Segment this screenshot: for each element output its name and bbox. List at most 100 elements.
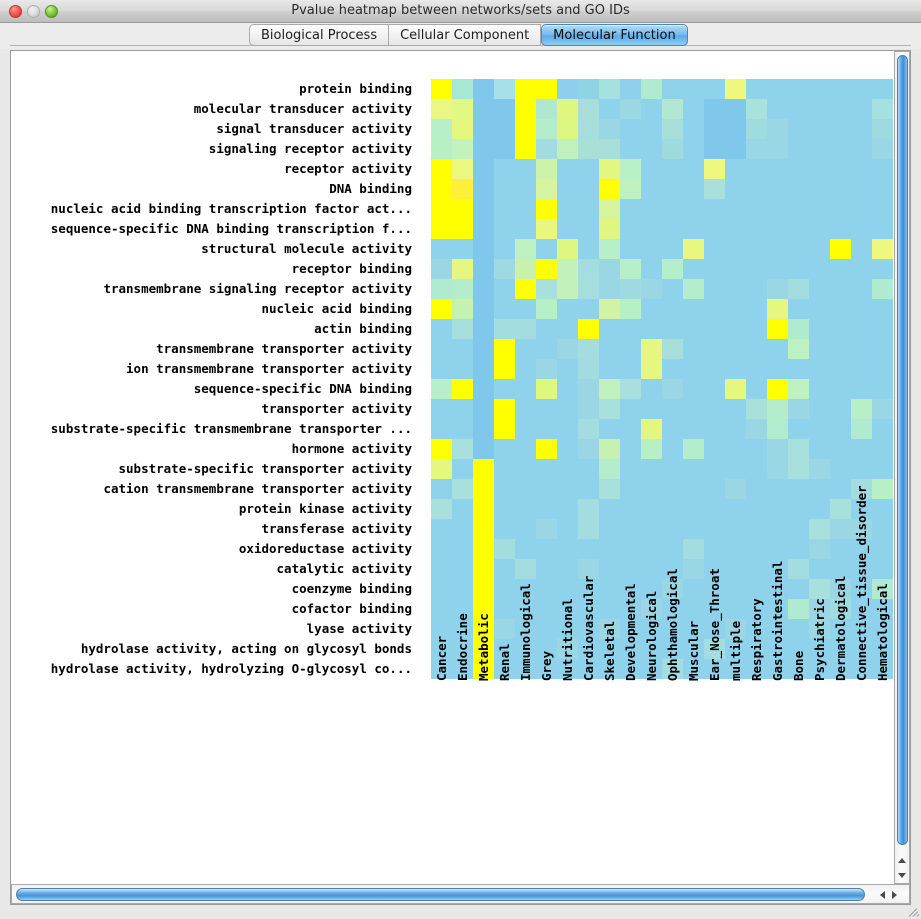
heatmap-cell[interactable] bbox=[830, 659, 851, 679]
heatmap-cell[interactable] bbox=[515, 639, 536, 659]
heatmap-cell[interactable] bbox=[641, 379, 662, 399]
heatmap-cell[interactable] bbox=[788, 119, 809, 139]
heatmap-cell[interactable] bbox=[872, 579, 893, 599]
heatmap-cell[interactable] bbox=[704, 539, 725, 559]
heatmap-cell[interactable] bbox=[515, 599, 536, 619]
heatmap-cell[interactable] bbox=[641, 199, 662, 219]
heatmap-cell[interactable] bbox=[830, 619, 851, 639]
heatmap-cell[interactable] bbox=[515, 299, 536, 319]
heatmap-cell[interactable] bbox=[851, 159, 872, 179]
heatmap-cell[interactable] bbox=[494, 159, 515, 179]
heatmap-cell[interactable] bbox=[704, 299, 725, 319]
heatmap-cell[interactable] bbox=[767, 599, 788, 619]
heatmap-cell[interactable] bbox=[452, 339, 473, 359]
heatmap-cell[interactable] bbox=[809, 359, 830, 379]
heatmap-cell[interactable] bbox=[494, 119, 515, 139]
heatmap-cell[interactable] bbox=[431, 99, 452, 119]
heatmap-cell[interactable] bbox=[578, 199, 599, 219]
heatmap-cell[interactable] bbox=[830, 459, 851, 479]
heatmap-cell[interactable] bbox=[851, 479, 872, 499]
heatmap-cell[interactable] bbox=[872, 239, 893, 259]
heatmap-cell[interactable] bbox=[557, 459, 578, 479]
heatmap-cell[interactable] bbox=[620, 99, 641, 119]
heatmap-cell[interactable] bbox=[641, 639, 662, 659]
heatmap-cell[interactable] bbox=[473, 259, 494, 279]
heatmap-cell[interactable] bbox=[683, 179, 704, 199]
heatmap-cell[interactable] bbox=[473, 139, 494, 159]
heatmap-cell[interactable] bbox=[788, 379, 809, 399]
heatmap-cell[interactable] bbox=[746, 319, 767, 339]
heatmap-cell[interactable] bbox=[662, 99, 683, 119]
heatmap-cell[interactable] bbox=[725, 339, 746, 359]
heatmap-cell[interactable] bbox=[599, 139, 620, 159]
heatmap-cell[interactable] bbox=[452, 419, 473, 439]
heatmap-cell[interactable] bbox=[872, 359, 893, 379]
heatmap-cell[interactable] bbox=[578, 439, 599, 459]
heatmap-cell[interactable] bbox=[620, 239, 641, 259]
heatmap-cell[interactable] bbox=[452, 659, 473, 679]
heatmap-cell[interactable] bbox=[746, 459, 767, 479]
heatmap-cell[interactable] bbox=[473, 219, 494, 239]
heatmap-cell[interactable] bbox=[536, 499, 557, 519]
heatmap-cell[interactable] bbox=[683, 99, 704, 119]
heatmap-cell[interactable] bbox=[725, 259, 746, 279]
heatmap-cell[interactable] bbox=[431, 79, 452, 99]
heatmap-cell[interactable] bbox=[599, 559, 620, 579]
heatmap-cell[interactable] bbox=[725, 619, 746, 639]
heatmap-cell[interactable] bbox=[746, 659, 767, 679]
vertical-scrollbar[interactable] bbox=[894, 51, 910, 884]
heatmap-cell[interactable] bbox=[788, 339, 809, 359]
heatmap-cell[interactable] bbox=[641, 419, 662, 439]
heatmap-cell[interactable] bbox=[830, 379, 851, 399]
heatmap-cell[interactable] bbox=[704, 639, 725, 659]
heatmap-cell[interactable] bbox=[746, 79, 767, 99]
heatmap-cell[interactable] bbox=[767, 159, 788, 179]
heatmap-cell[interactable] bbox=[788, 539, 809, 559]
heatmap-cell[interactable] bbox=[704, 499, 725, 519]
heatmap-cell[interactable] bbox=[452, 399, 473, 419]
heatmap-cell[interactable] bbox=[683, 119, 704, 139]
heatmap-cell[interactable] bbox=[704, 99, 725, 119]
heatmap-cell[interactable] bbox=[494, 459, 515, 479]
heatmap-cell[interactable] bbox=[494, 359, 515, 379]
heatmap-cell[interactable] bbox=[536, 259, 557, 279]
scroll-right-arrow[interactable] bbox=[891, 890, 897, 899]
heatmap-cell[interactable] bbox=[494, 219, 515, 239]
heatmap-cell[interactable] bbox=[641, 599, 662, 619]
heatmap-cell[interactable] bbox=[662, 579, 683, 599]
heatmap-cell[interactable] bbox=[746, 279, 767, 299]
heatmap-cell[interactable] bbox=[809, 519, 830, 539]
heatmap-cell[interactable] bbox=[536, 539, 557, 559]
heatmap-cell[interactable] bbox=[872, 79, 893, 99]
heatmap-cell[interactable] bbox=[683, 459, 704, 479]
heatmap-cell[interactable] bbox=[809, 79, 830, 99]
heatmap-cell[interactable] bbox=[809, 99, 830, 119]
heatmap-cell[interactable] bbox=[725, 579, 746, 599]
heatmap-cell[interactable] bbox=[620, 379, 641, 399]
heatmap-cell[interactable] bbox=[767, 359, 788, 379]
heatmap-cell[interactable] bbox=[578, 219, 599, 239]
heatmap-cell[interactable] bbox=[557, 299, 578, 319]
heatmap-cell[interactable] bbox=[515, 79, 536, 99]
heatmap-cell[interactable] bbox=[725, 219, 746, 239]
heatmap-cell[interactable] bbox=[599, 339, 620, 359]
heatmap-cell[interactable] bbox=[830, 439, 851, 459]
heatmap-cell[interactable] bbox=[431, 279, 452, 299]
heatmap-cell[interactable] bbox=[599, 279, 620, 299]
heatmap-cell[interactable] bbox=[641, 339, 662, 359]
heatmap-cell[interactable] bbox=[788, 239, 809, 259]
heatmap-cell[interactable] bbox=[620, 79, 641, 99]
heatmap-cell[interactable] bbox=[536, 519, 557, 539]
heatmap-cell[interactable] bbox=[809, 159, 830, 179]
heatmap-cell[interactable] bbox=[662, 199, 683, 219]
heatmap-cell[interactable] bbox=[557, 99, 578, 119]
heatmap-cell[interactable] bbox=[851, 639, 872, 659]
heatmap-cell[interactable] bbox=[473, 279, 494, 299]
heatmap-cell[interactable] bbox=[809, 559, 830, 579]
heatmap-cell[interactable] bbox=[557, 479, 578, 499]
heatmap-cell[interactable] bbox=[599, 419, 620, 439]
heatmap-cell[interactable] bbox=[431, 239, 452, 259]
heatmap-cell[interactable] bbox=[641, 519, 662, 539]
tab-biological-process[interactable]: Biological Process bbox=[249, 24, 390, 46]
heatmap-cell[interactable] bbox=[578, 459, 599, 479]
